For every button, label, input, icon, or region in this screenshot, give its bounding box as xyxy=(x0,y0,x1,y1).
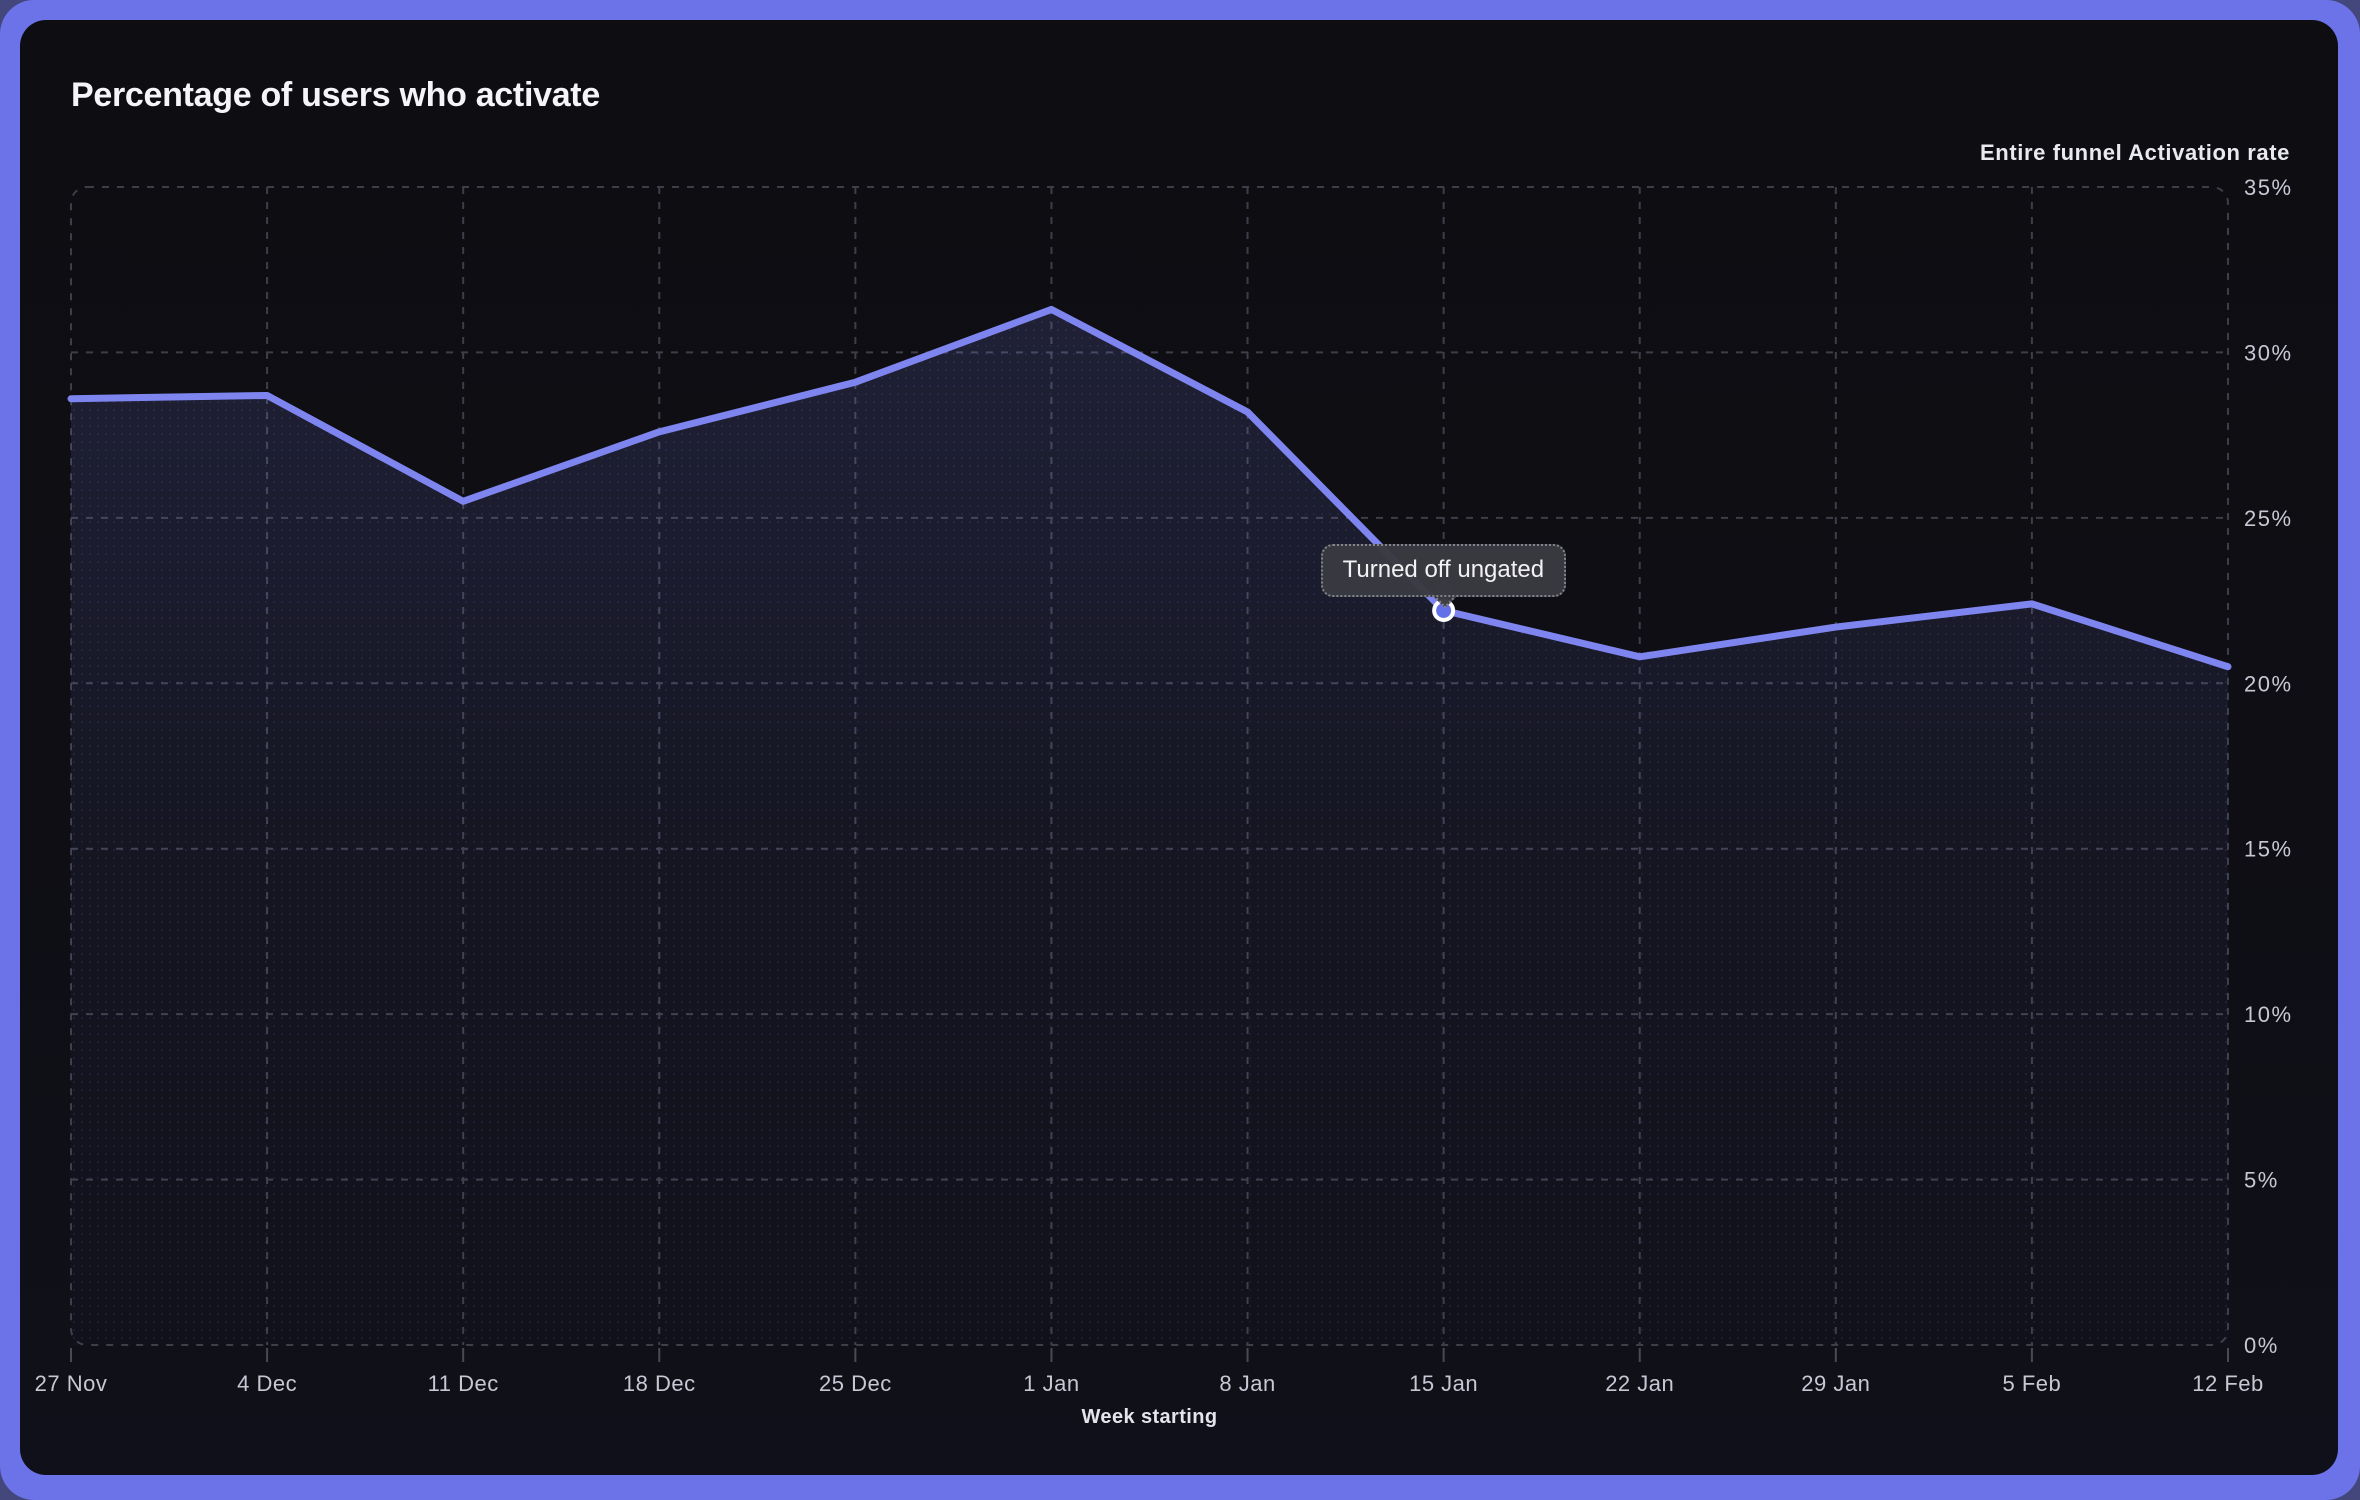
x-tick-label: 4 Dec xyxy=(237,1371,297,1396)
tooltip-label: Turned off ungated xyxy=(1342,556,1545,584)
y-tick-label: 10% xyxy=(2244,1002,2293,1027)
y-tick-label: 25% xyxy=(2244,506,2293,531)
y-tick-label: 5% xyxy=(2244,1168,2279,1193)
x-tick-label: 18 Dec xyxy=(623,1371,696,1396)
x-tick-label: 22 Jan xyxy=(1605,1371,1674,1396)
x-tick-label: 15 Jan xyxy=(1409,1371,1478,1396)
x-tick-label: 5 Feb xyxy=(2003,1371,2062,1396)
y-tick-label: 30% xyxy=(2244,340,2293,365)
series-area-texture xyxy=(71,309,2228,1346)
tooltip: Turned off ungated xyxy=(1320,544,1567,597)
y-tick-label: 15% xyxy=(2244,837,2293,862)
x-tick-label: 27 Nov xyxy=(35,1371,108,1396)
x-axis-title: Week starting xyxy=(1081,1406,1218,1428)
y-axis-title: Entire funnel Activation rate xyxy=(1980,140,2290,165)
x-tick-label: 25 Dec xyxy=(819,1371,892,1396)
y-tick-label: 35% xyxy=(2244,175,2293,200)
x-tick-label: 29 Jan xyxy=(1801,1371,1870,1396)
chart-title: Percentage of users who activate xyxy=(71,76,600,114)
x-tick-label: 11 Dec xyxy=(428,1371,499,1396)
x-tick-label: 12 Feb xyxy=(2192,1371,2264,1396)
y-tick-label: 20% xyxy=(2244,671,2293,696)
y-tick-label: 0% xyxy=(2244,1333,2279,1358)
series-line xyxy=(67,305,2232,671)
x-tick-label: 1 Jan xyxy=(1023,1371,1079,1396)
x-tick-label: 8 Jan xyxy=(1219,1371,1275,1396)
